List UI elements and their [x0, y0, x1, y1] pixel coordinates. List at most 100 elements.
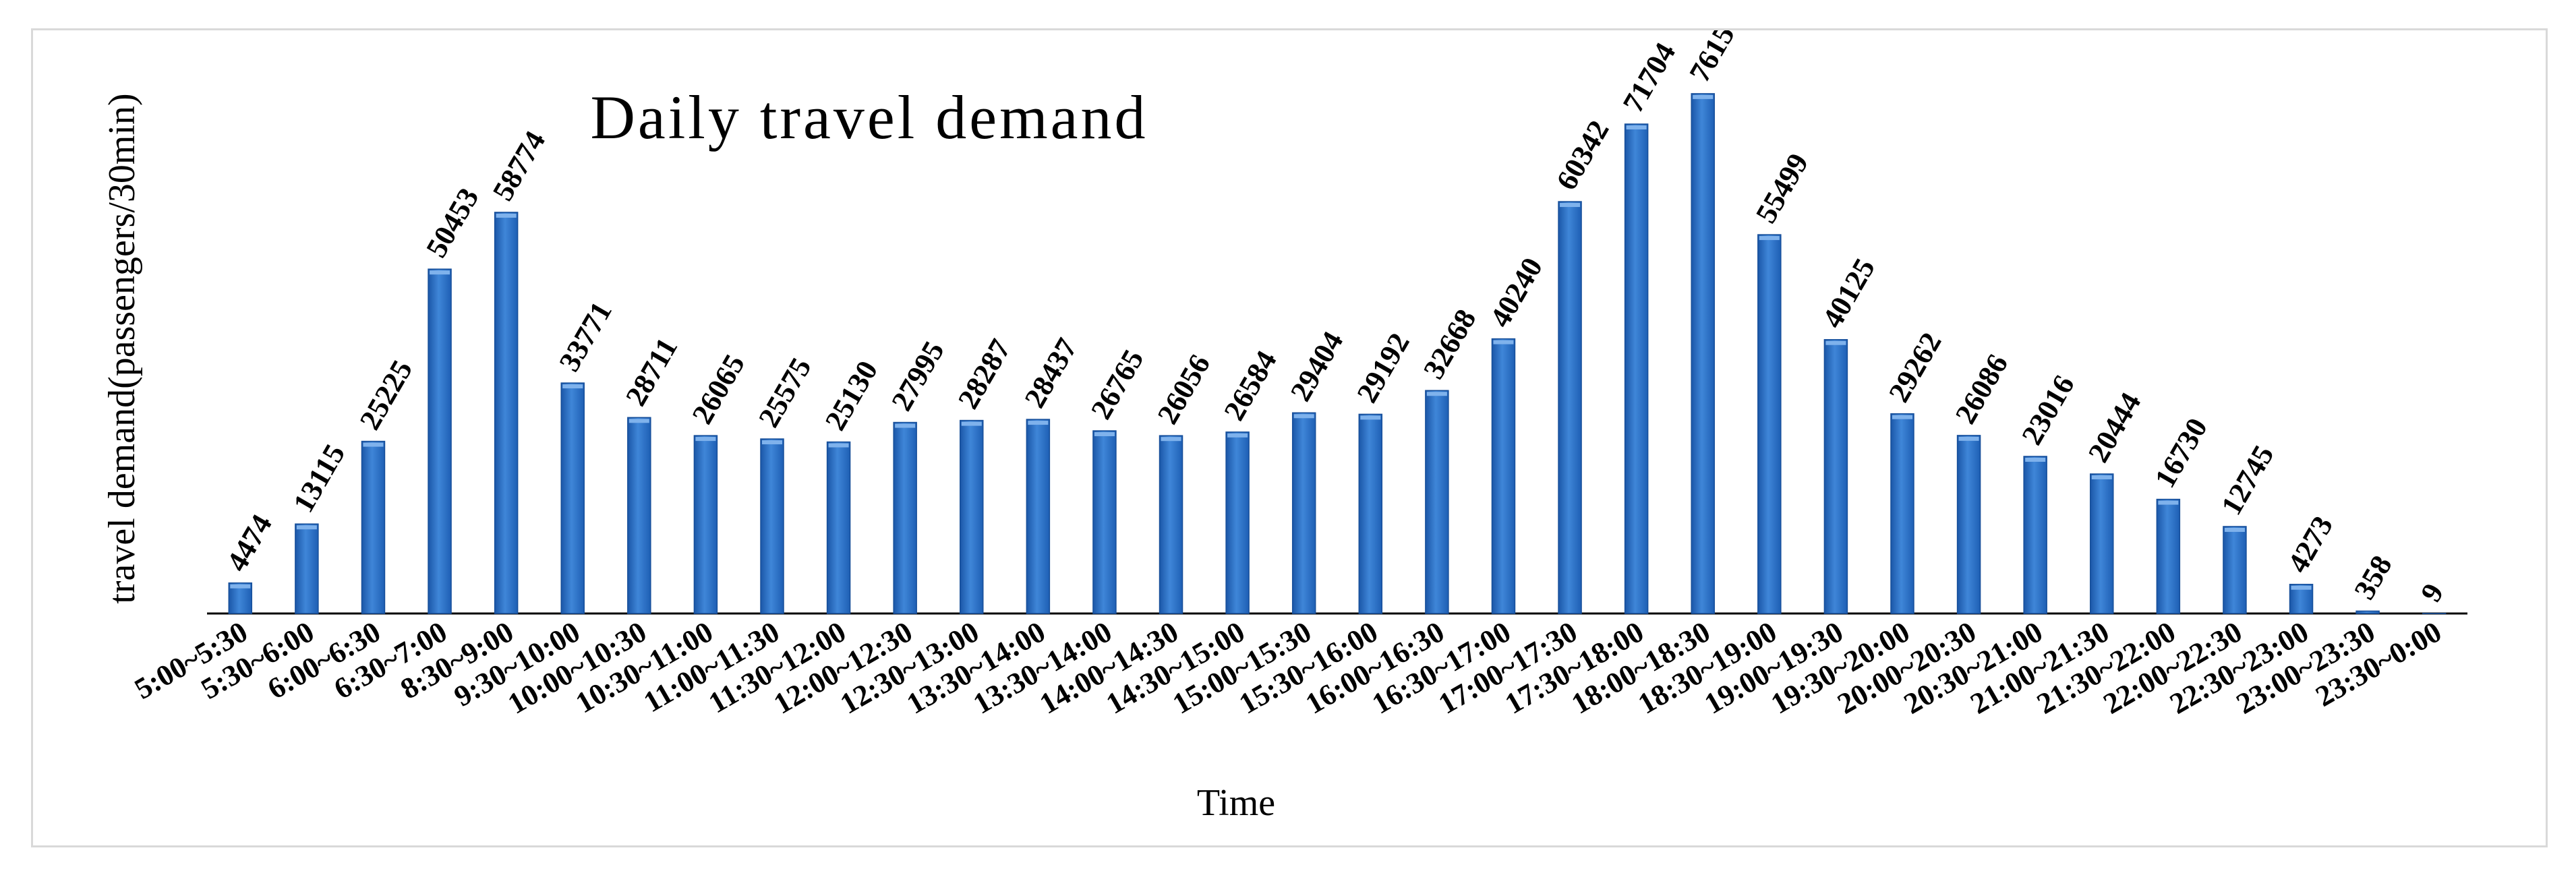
bar [2355, 610, 2380, 614]
bar [494, 212, 519, 614]
bar-highlight [1560, 203, 1581, 208]
data-label: 76158 [1682, 30, 1748, 88]
bar [428, 268, 452, 614]
bar [1425, 390, 1449, 614]
bar-highlight [828, 443, 849, 448]
data-label: 29404 [1284, 326, 1349, 407]
bar [1026, 419, 1051, 614]
bar-highlight [2091, 475, 2112, 480]
bar-highlight [2291, 585, 2312, 590]
bar [1159, 435, 1183, 614]
data-label: 9 [2414, 578, 2450, 607]
bar [826, 441, 851, 614]
bar-highlight [363, 442, 384, 447]
data-label: 29262 [1882, 327, 1948, 408]
bar [1757, 234, 1782, 614]
bar-highlight [562, 384, 583, 389]
x-tick-labels-group: 5:00~5:305:30~6:006:00~6:306:30~7:008:30… [129, 615, 2447, 721]
bar-highlight [1293, 414, 1314, 419]
bar [2090, 473, 2114, 614]
data-label: 26056 [1151, 349, 1217, 429]
bar [760, 438, 784, 614]
bar-highlight [1360, 415, 1381, 420]
bar-highlight [230, 584, 251, 589]
data-label: 25575 [752, 352, 817, 433]
bar-highlight [1759, 236, 1780, 241]
bar-highlight [1161, 437, 1181, 442]
bar [1358, 413, 1383, 614]
bar-highlight [2025, 457, 2046, 462]
bar [1092, 430, 1117, 614]
bar-highlight [1094, 432, 1115, 437]
data-label: 40125 [1816, 253, 1881, 334]
bar [1558, 201, 1582, 614]
data-label: 25225 [353, 355, 419, 436]
data-label: 25130 [819, 355, 884, 436]
bar [1291, 412, 1316, 614]
data-label: 60342 [1550, 115, 1615, 196]
data-label: 27995 [885, 336, 950, 417]
bar [1225, 431, 1250, 614]
chart-title: Daily travel demand [590, 83, 1148, 152]
bar [295, 523, 319, 614]
data-label: 26765 [1084, 344, 1150, 425]
data-label: 33771 [552, 296, 618, 377]
data-label: 12745 [2215, 440, 2280, 520]
bar [1823, 338, 1848, 614]
data-label: 29192 [1351, 328, 1416, 409]
bar [1691, 93, 1715, 614]
bar-highlight [496, 213, 517, 218]
bar [893, 421, 917, 614]
data-label: 4474 [221, 509, 279, 577]
data-label: 28711 [619, 332, 684, 412]
chart-frame: Daily travel demand travel demand(passen… [31, 28, 2548, 847]
bar-highlight [1493, 340, 1514, 344]
bar-highlight [1626, 125, 1647, 129]
data-label: 26065 [686, 349, 751, 429]
bar-highlight [628, 419, 649, 423]
data-label: 4273 [2281, 510, 2339, 578]
data-label: 58774 [486, 125, 552, 206]
data-label: 32668 [1417, 303, 1482, 384]
bar-highlight [1825, 340, 1846, 345]
bar-highlight [2224, 527, 2245, 532]
bar [2023, 456, 2047, 614]
bar [1624, 123, 1649, 614]
data-label: 28287 [952, 334, 1017, 415]
bar-highlight [762, 440, 782, 445]
x-axis-label: Time [1197, 782, 1275, 824]
bars-group [228, 93, 2447, 614]
data-label: 71704 [1616, 37, 1682, 118]
bar-highlight [1426, 392, 1447, 396]
bar-highlight [1693, 94, 1714, 99]
bar [1890, 413, 1914, 614]
data-label: 13115 [287, 439, 351, 518]
bar-highlight [1028, 421, 1049, 425]
y-axis-label: travel demand(passengers/30min) [101, 93, 143, 603]
bar-highlight [430, 270, 450, 275]
bar-highlight [895, 423, 916, 428]
bar-highlight [2158, 500, 2179, 505]
data-label: 40240 [1484, 252, 1549, 333]
bar-highlight [296, 525, 317, 530]
bar [1956, 435, 1981, 614]
bar-highlight [695, 437, 716, 442]
data-label: 26584 [1217, 345, 1283, 426]
bar [2156, 498, 2181, 614]
bar [1491, 338, 1516, 614]
data-label: 50453 [419, 182, 485, 263]
bar [627, 417, 651, 614]
data-label: 23016 [2015, 369, 2080, 450]
data-label: 16730 [2148, 413, 2214, 493]
bar-highlight [961, 421, 982, 426]
data-label: 28437 [1018, 332, 1084, 413]
bar-highlight [1892, 415, 1912, 419]
bar [361, 440, 386, 614]
bar-chart: Daily travel demand travel demand(passen… [101, 30, 2467, 824]
data-label: 55499 [1749, 148, 1815, 229]
bar-highlight [1958, 436, 1979, 441]
bar [560, 382, 585, 614]
data-label: 26086 [1949, 349, 2014, 429]
bar [693, 435, 718, 614]
